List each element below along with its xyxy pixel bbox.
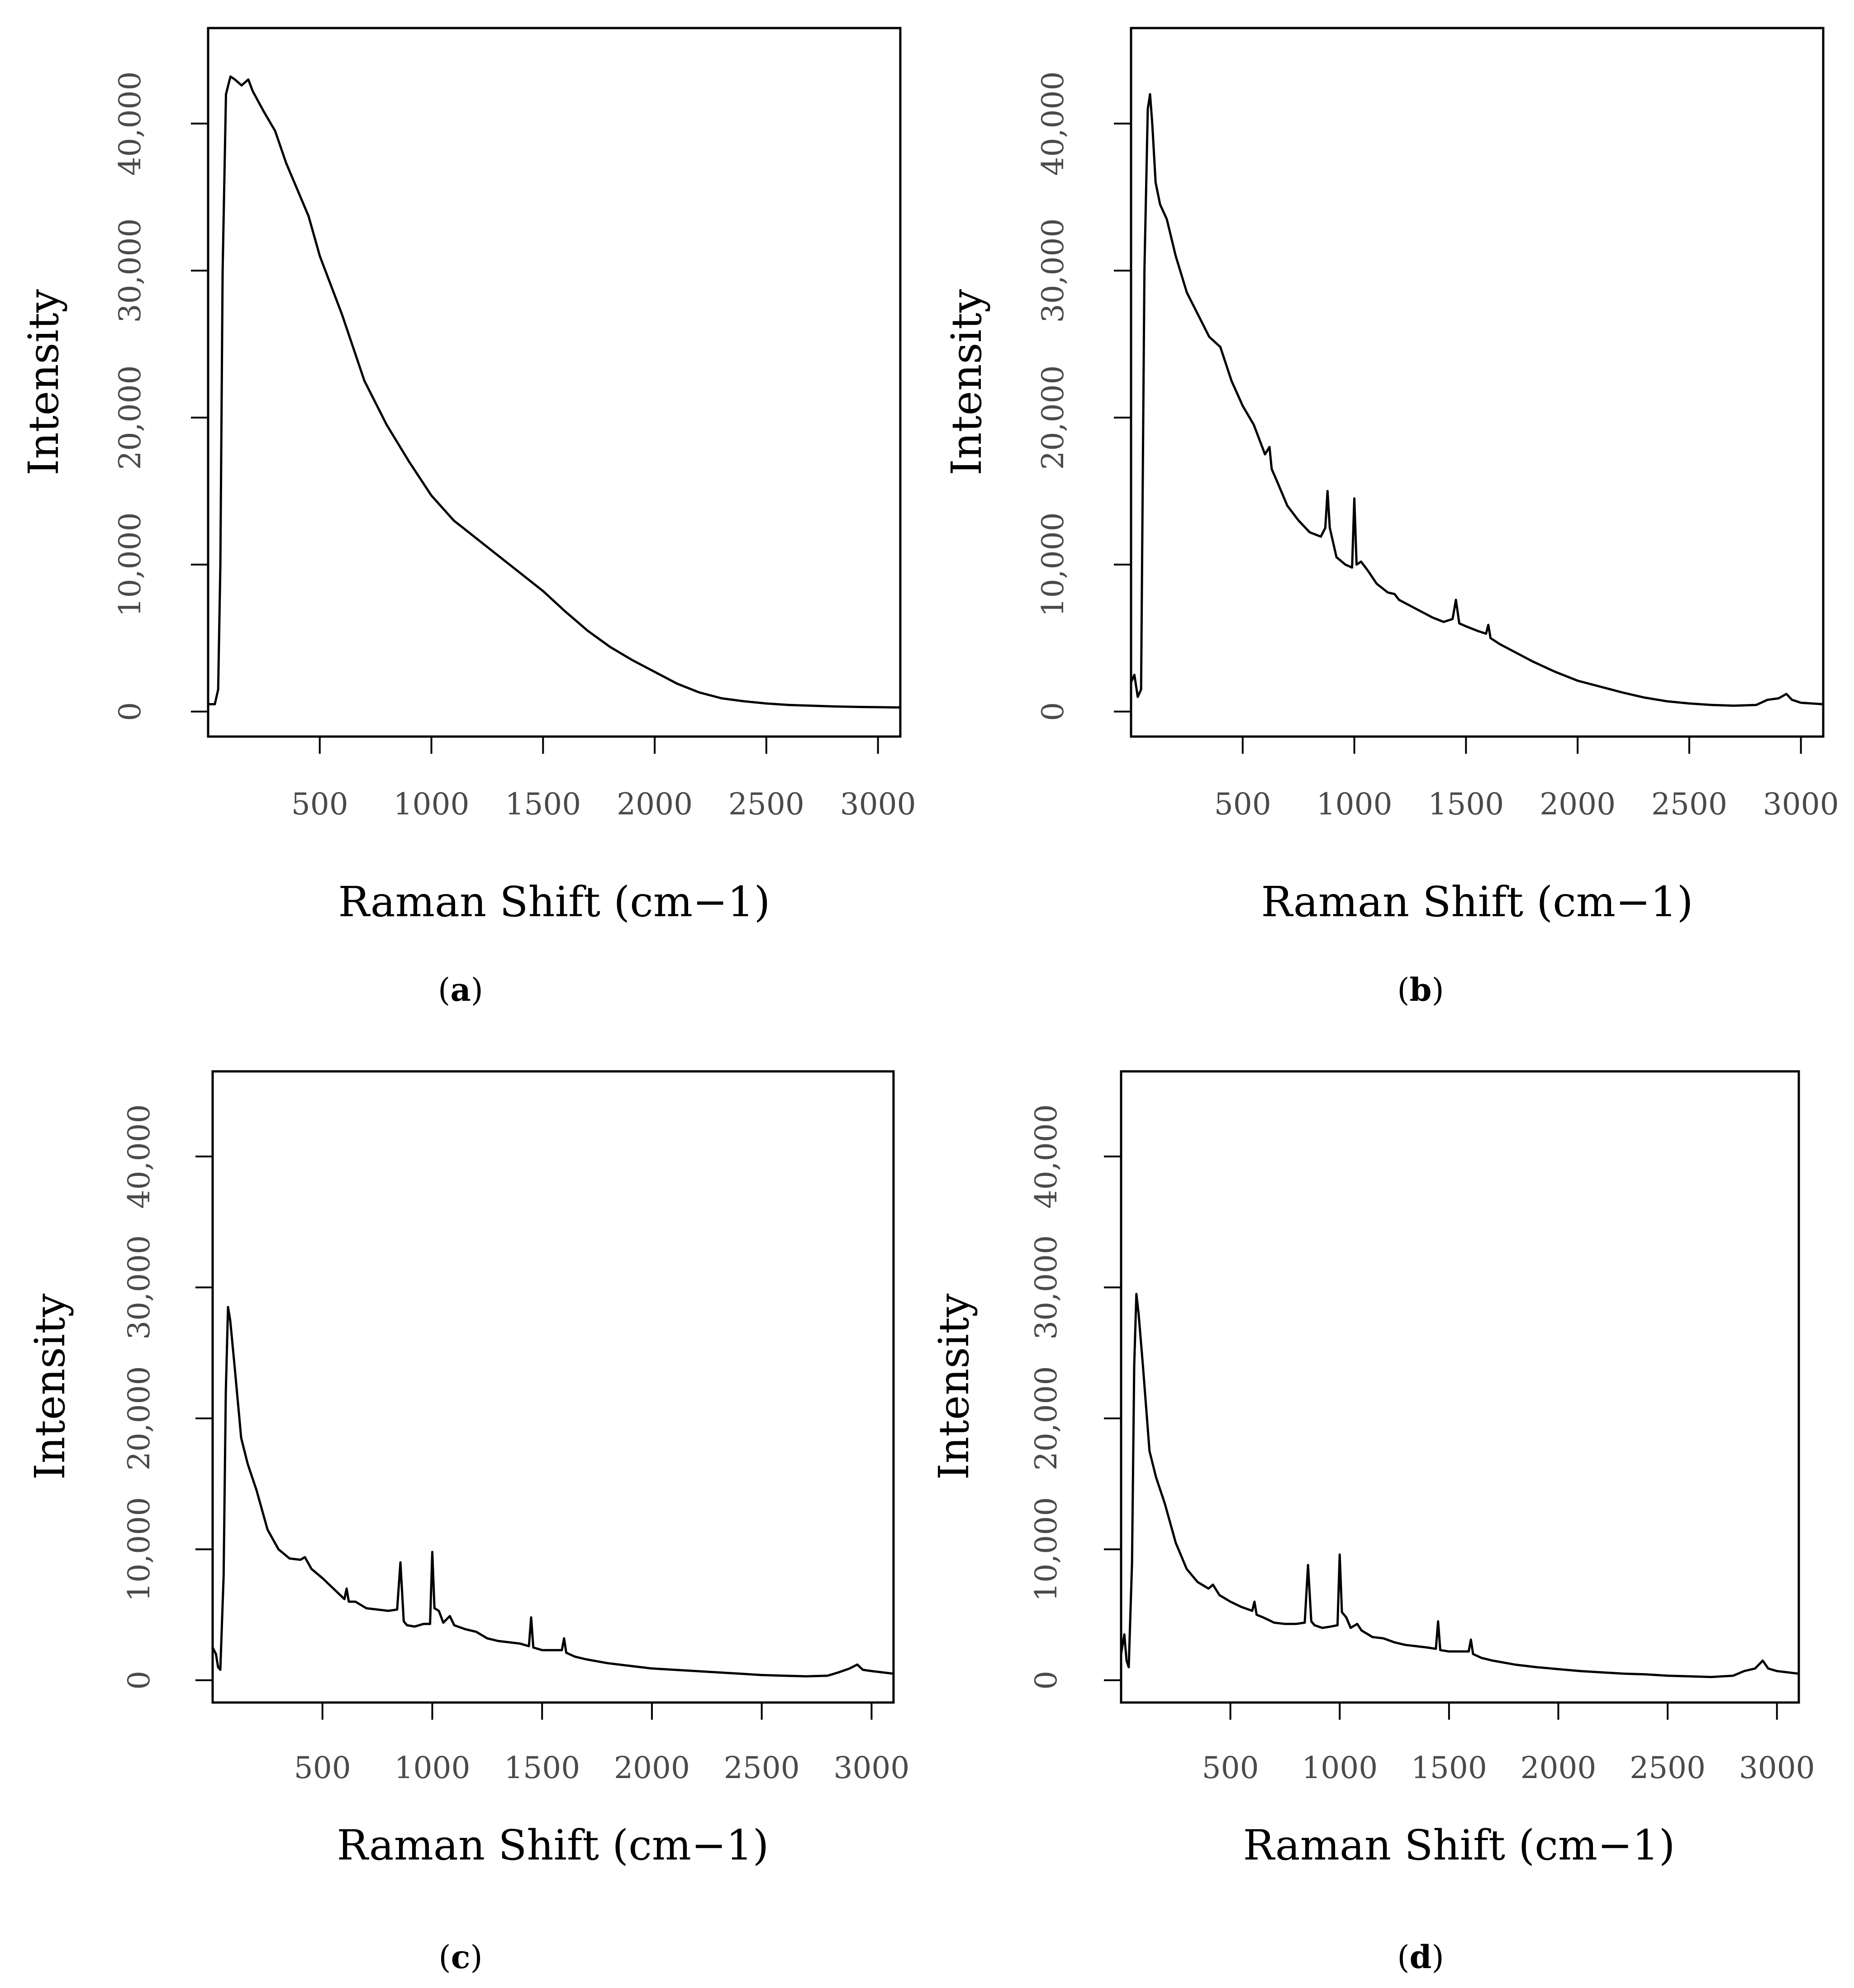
plot-frame-c xyxy=(211,1070,895,1704)
x-axis-title-c: Raman Shift (cm−1) xyxy=(337,1821,769,1869)
panel-label-a: (a) xyxy=(438,971,483,1008)
x-tick-label-d-5: 3000 xyxy=(1739,1750,1815,1785)
y-tick-label-b-3: 30,000 xyxy=(1036,219,1070,323)
y-tick-label-c-3: 30,000 xyxy=(122,1235,157,1340)
y-tick-label-b-0: 0 xyxy=(1036,702,1070,721)
y-ticks-c: 0 10,000 20,000 30,000 40,000 xyxy=(122,1104,213,1690)
x-tick-label-b-5: 3000 xyxy=(1763,787,1839,822)
y-tick-label-a-0: 0 xyxy=(113,702,147,721)
x-tick-label-a-0: 500 xyxy=(291,787,348,822)
y-axis-title-a: Intensity xyxy=(19,289,68,476)
y-tick-label-d-2: 20,000 xyxy=(1029,1366,1064,1470)
spectrum-line-d xyxy=(1120,1293,1799,1679)
x-tick-label-c-1: 1000 xyxy=(394,1750,470,1785)
panel-label-b: (b) xyxy=(1397,971,1444,1008)
x-tick-label-c-4: 2500 xyxy=(724,1750,800,1785)
y-tick-label-d-4: 40,000 xyxy=(1029,1104,1064,1209)
y-tick-label-c-0: 0 xyxy=(122,1671,157,1690)
x-tick-label-b-4: 2500 xyxy=(1651,787,1727,822)
x-tick-label-c-3: 2000 xyxy=(614,1750,690,1785)
x-tick-label-a-3: 2000 xyxy=(617,787,693,822)
panel-label-text-d: d xyxy=(1410,1938,1432,1976)
y-axis-title-d: Intensity xyxy=(930,1294,978,1480)
panel-label-text-a: a xyxy=(450,971,471,1008)
panel-label-d: (d) xyxy=(1397,1938,1444,1976)
y-tick-label-a-2: 20,000 xyxy=(113,366,147,470)
y-tick-label-b-1: 10,000 xyxy=(1036,512,1070,617)
x-ticks-b: 500 1000 1500 2000 2500 3000 xyxy=(1214,737,1839,822)
x-tick-label-a-1: 1000 xyxy=(394,787,470,822)
y-tick-label-a-3: 30,000 xyxy=(113,219,147,323)
y-tick-label-c-4: 40,000 xyxy=(122,1104,157,1209)
y-tick-label-d-3: 30,000 xyxy=(1029,1235,1064,1340)
x-tick-label-d-2: 1500 xyxy=(1411,1750,1487,1785)
x-ticks-d: 500 1000 1500 2000 2500 3000 xyxy=(1202,1703,1815,1785)
panel-a: 0 10,000 20,000 30,000 40,000 500 1000 1500 200… xyxy=(19,27,916,1008)
x-axis-title-d: Raman Shift (cm−1) xyxy=(1243,1821,1675,1869)
spectrum-line-a xyxy=(208,75,901,709)
plot-frame-d xyxy=(1120,1070,1800,1704)
y-tick-label-d-1: 10,000 xyxy=(1029,1497,1064,1602)
x-tick-label-b-0: 500 xyxy=(1214,787,1271,822)
y-ticks-d: 0 10,000 20,000 30,000 40,000 xyxy=(1029,1104,1121,1690)
y-ticks-b: 0 10,000 20,000 30,000 40,000 xyxy=(1036,71,1131,721)
x-axis-title-a: Raman Shift (cm−1) xyxy=(338,878,770,926)
panel-label-text-b: b xyxy=(1410,971,1432,1008)
panel-b: 0 10,000 20,000 30,000 40,000 500 1000 1500 200… xyxy=(942,27,1839,1008)
x-tick-label-a-4: 2500 xyxy=(728,787,804,822)
plot-frame-a xyxy=(207,27,902,738)
y-tick-label-b-4: 40,000 xyxy=(1036,71,1070,176)
panel-d: 0 10,000 20,000 30,000 40,000 500 1000 1500 200… xyxy=(930,1070,1815,1976)
y-ticks-a: 0 10,000 20,000 30,000 40,000 xyxy=(113,71,208,721)
x-ticks-c: 500 1000 1500 2000 2500 3000 xyxy=(294,1703,909,1785)
x-tick-label-b-1: 1000 xyxy=(1317,787,1393,822)
x-axis-title-b: Raman Shift (cm−1) xyxy=(1261,878,1693,926)
x-tick-label-a-2: 1500 xyxy=(505,787,581,822)
x-tick-label-d-3: 2000 xyxy=(1520,1750,1596,1785)
y-tick-label-b-2: 20,000 xyxy=(1036,366,1070,470)
x-tick-label-a-5: 3000 xyxy=(840,787,916,822)
x-ticks-a: 500 1000 1500 2000 2500 3000 xyxy=(291,737,916,822)
x-tick-label-b-3: 2000 xyxy=(1540,787,1616,822)
x-tick-label-d-0: 500 xyxy=(1202,1750,1259,1785)
x-tick-label-c-2: 1500 xyxy=(504,1750,580,1785)
x-tick-label-c-5: 3000 xyxy=(833,1750,909,1785)
y-tick-label-a-4: 40,000 xyxy=(113,71,147,176)
x-tick-label-c-0: 500 xyxy=(294,1750,351,1785)
spectrum-line-b xyxy=(1130,93,1824,707)
y-tick-label-c-1: 10,000 xyxy=(122,1497,157,1602)
y-tick-label-d-0: 0 xyxy=(1029,1671,1064,1690)
x-tick-label-d-4: 2500 xyxy=(1630,1750,1706,1785)
panel-c: 0 10,000 20,000 30,000 40,000 500 1000 1500 200… xyxy=(26,1070,909,1976)
y-axis-title-c: Intensity xyxy=(26,1294,74,1480)
y-tick-label-a-1: 10,000 xyxy=(113,512,147,617)
y-axis-title-b: Intensity xyxy=(942,289,991,476)
x-tick-label-b-2: 1500 xyxy=(1428,787,1504,822)
spectrum-line-c xyxy=(211,1306,894,1678)
panel-label-text-c: c xyxy=(451,1938,471,1976)
plot-frame-b xyxy=(1130,27,1825,738)
y-tick-label-c-2: 20,000 xyxy=(122,1366,157,1470)
panel-label-c: (c) xyxy=(438,1938,482,1976)
x-tick-label-d-1: 1000 xyxy=(1302,1750,1378,1785)
